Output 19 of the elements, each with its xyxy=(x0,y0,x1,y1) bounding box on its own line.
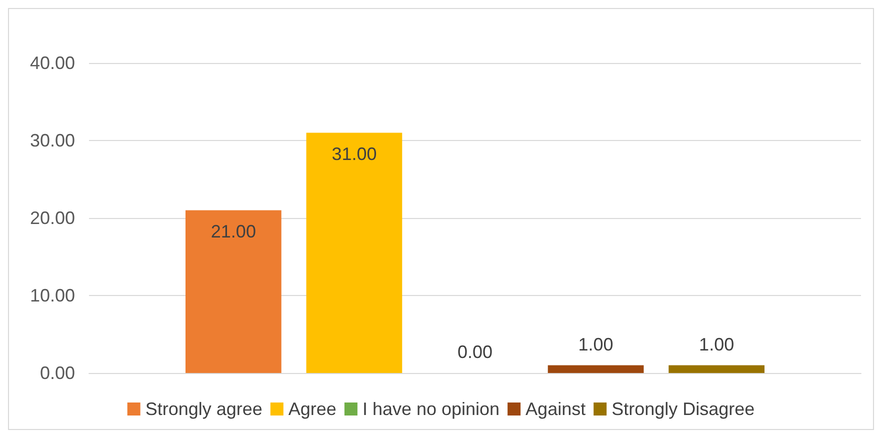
legend-label: Strongly agree xyxy=(145,399,262,419)
y-tick-label: 20.00 xyxy=(30,208,75,228)
y-tick-label: 30.00 xyxy=(30,130,75,150)
data-label: 21.00 xyxy=(210,221,256,242)
y-tick-label: 10.00 xyxy=(30,286,75,306)
legend-label: Against xyxy=(526,399,586,419)
legend-label: Strongly Disagree xyxy=(612,399,755,419)
legend-label: Agree xyxy=(288,399,336,419)
data-label: 0.00 xyxy=(457,342,493,362)
bar xyxy=(186,210,282,373)
data-label: 1.00 xyxy=(699,334,734,354)
bar xyxy=(548,365,644,373)
legend-label: I have no opinion xyxy=(362,399,500,419)
data-label: 1.00 xyxy=(578,334,614,354)
data-label: 31.00 xyxy=(332,144,377,164)
y-tick-label: 0.00 xyxy=(40,363,75,383)
bar xyxy=(668,365,764,373)
bar xyxy=(306,132,402,373)
y-tick-label: 40.00 xyxy=(30,53,75,73)
